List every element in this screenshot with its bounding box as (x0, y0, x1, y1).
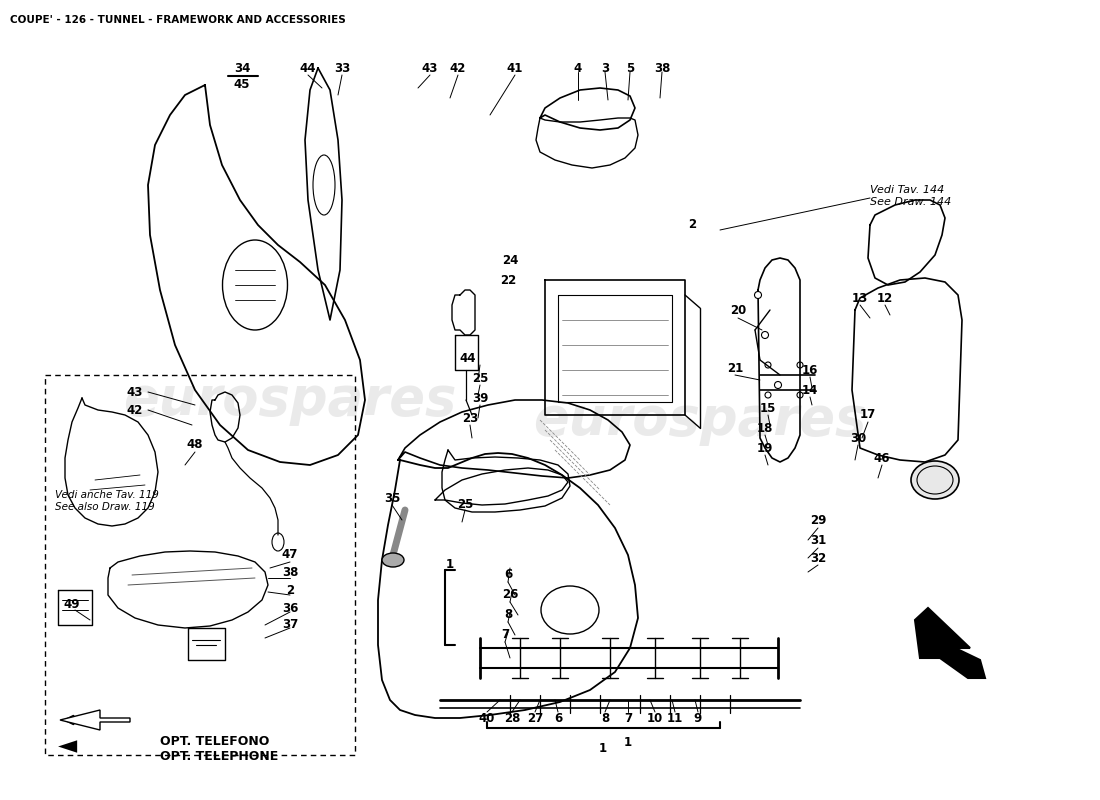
Text: eurospares: eurospares (534, 394, 867, 446)
Text: 47: 47 (282, 549, 298, 562)
Text: 36: 36 (282, 602, 298, 614)
Text: 29: 29 (810, 514, 826, 526)
Text: 37: 37 (282, 618, 298, 631)
Text: 1: 1 (598, 742, 607, 755)
Text: 24: 24 (502, 254, 518, 266)
Text: 31: 31 (810, 534, 826, 546)
Text: 8: 8 (504, 609, 513, 622)
Text: 25: 25 (456, 498, 473, 511)
Text: 15: 15 (760, 402, 777, 414)
Text: 22: 22 (499, 274, 516, 286)
Text: 40: 40 (478, 711, 495, 725)
Text: 3: 3 (601, 62, 609, 74)
Text: 43: 43 (421, 62, 438, 74)
Text: 14: 14 (802, 383, 818, 397)
Text: 7: 7 (500, 629, 509, 642)
Polygon shape (915, 608, 984, 678)
Text: 38: 38 (282, 566, 298, 578)
Polygon shape (60, 710, 130, 730)
Text: 32: 32 (810, 551, 826, 565)
Text: 42: 42 (126, 403, 143, 417)
Text: 33: 33 (334, 62, 350, 74)
Text: OPT. TELEFONO
OPT. TELEPHONE: OPT. TELEFONO OPT. TELEPHONE (160, 735, 278, 763)
Text: COUPE' - 126 - TUNNEL - FRAMEWORK AND ACCESSORIES: COUPE' - 126 - TUNNEL - FRAMEWORK AND AC… (10, 15, 345, 25)
Text: 19: 19 (757, 442, 773, 454)
Text: 42: 42 (450, 62, 466, 74)
Text: 1: 1 (624, 735, 632, 749)
Text: 6: 6 (554, 711, 562, 725)
Text: 45: 45 (233, 78, 251, 91)
Text: 34: 34 (234, 62, 250, 74)
Text: 48: 48 (187, 438, 204, 451)
Text: 46: 46 (873, 451, 890, 465)
Ellipse shape (382, 553, 404, 567)
Text: 16: 16 (802, 363, 818, 377)
Text: 9: 9 (694, 711, 702, 725)
Ellipse shape (774, 382, 781, 389)
Text: 17: 17 (860, 409, 876, 422)
Text: Vedi anche Tav. 119
See also Draw. 119: Vedi anche Tav. 119 See also Draw. 119 (55, 490, 158, 512)
Text: 12: 12 (877, 291, 893, 305)
Text: 6: 6 (504, 569, 513, 582)
Text: 25: 25 (472, 371, 488, 385)
Ellipse shape (911, 461, 959, 499)
Text: 38: 38 (653, 62, 670, 74)
Text: 1: 1 (446, 558, 454, 571)
Text: 41: 41 (507, 62, 524, 74)
Ellipse shape (755, 291, 761, 298)
Text: 44: 44 (460, 351, 476, 365)
Text: 39: 39 (472, 391, 488, 405)
Text: 26: 26 (502, 589, 518, 602)
Text: 21: 21 (727, 362, 744, 374)
Text: eurospares: eurospares (123, 374, 456, 426)
Text: 5: 5 (626, 62, 634, 74)
Text: 20: 20 (730, 303, 746, 317)
Ellipse shape (761, 331, 769, 338)
Text: 18: 18 (757, 422, 773, 434)
Text: 13: 13 (851, 291, 868, 305)
Text: Vedi Tav. 144
See Draw. 144: Vedi Tav. 144 See Draw. 144 (870, 185, 952, 206)
Text: 30: 30 (850, 431, 866, 445)
Text: 7: 7 (624, 711, 632, 725)
Text: 8: 8 (601, 711, 609, 725)
Text: 28: 28 (504, 711, 520, 725)
Text: 2: 2 (688, 218, 696, 231)
Text: ◄: ◄ (58, 734, 77, 758)
Text: 35: 35 (384, 491, 400, 505)
Text: 43: 43 (126, 386, 143, 398)
Text: 2: 2 (286, 583, 294, 597)
Text: 27: 27 (527, 711, 543, 725)
Text: 11: 11 (667, 711, 683, 725)
Text: 10: 10 (647, 711, 663, 725)
Text: 49: 49 (64, 598, 80, 611)
Text: 23: 23 (462, 411, 478, 425)
Text: 4: 4 (574, 62, 582, 74)
Text: 44: 44 (299, 62, 317, 74)
